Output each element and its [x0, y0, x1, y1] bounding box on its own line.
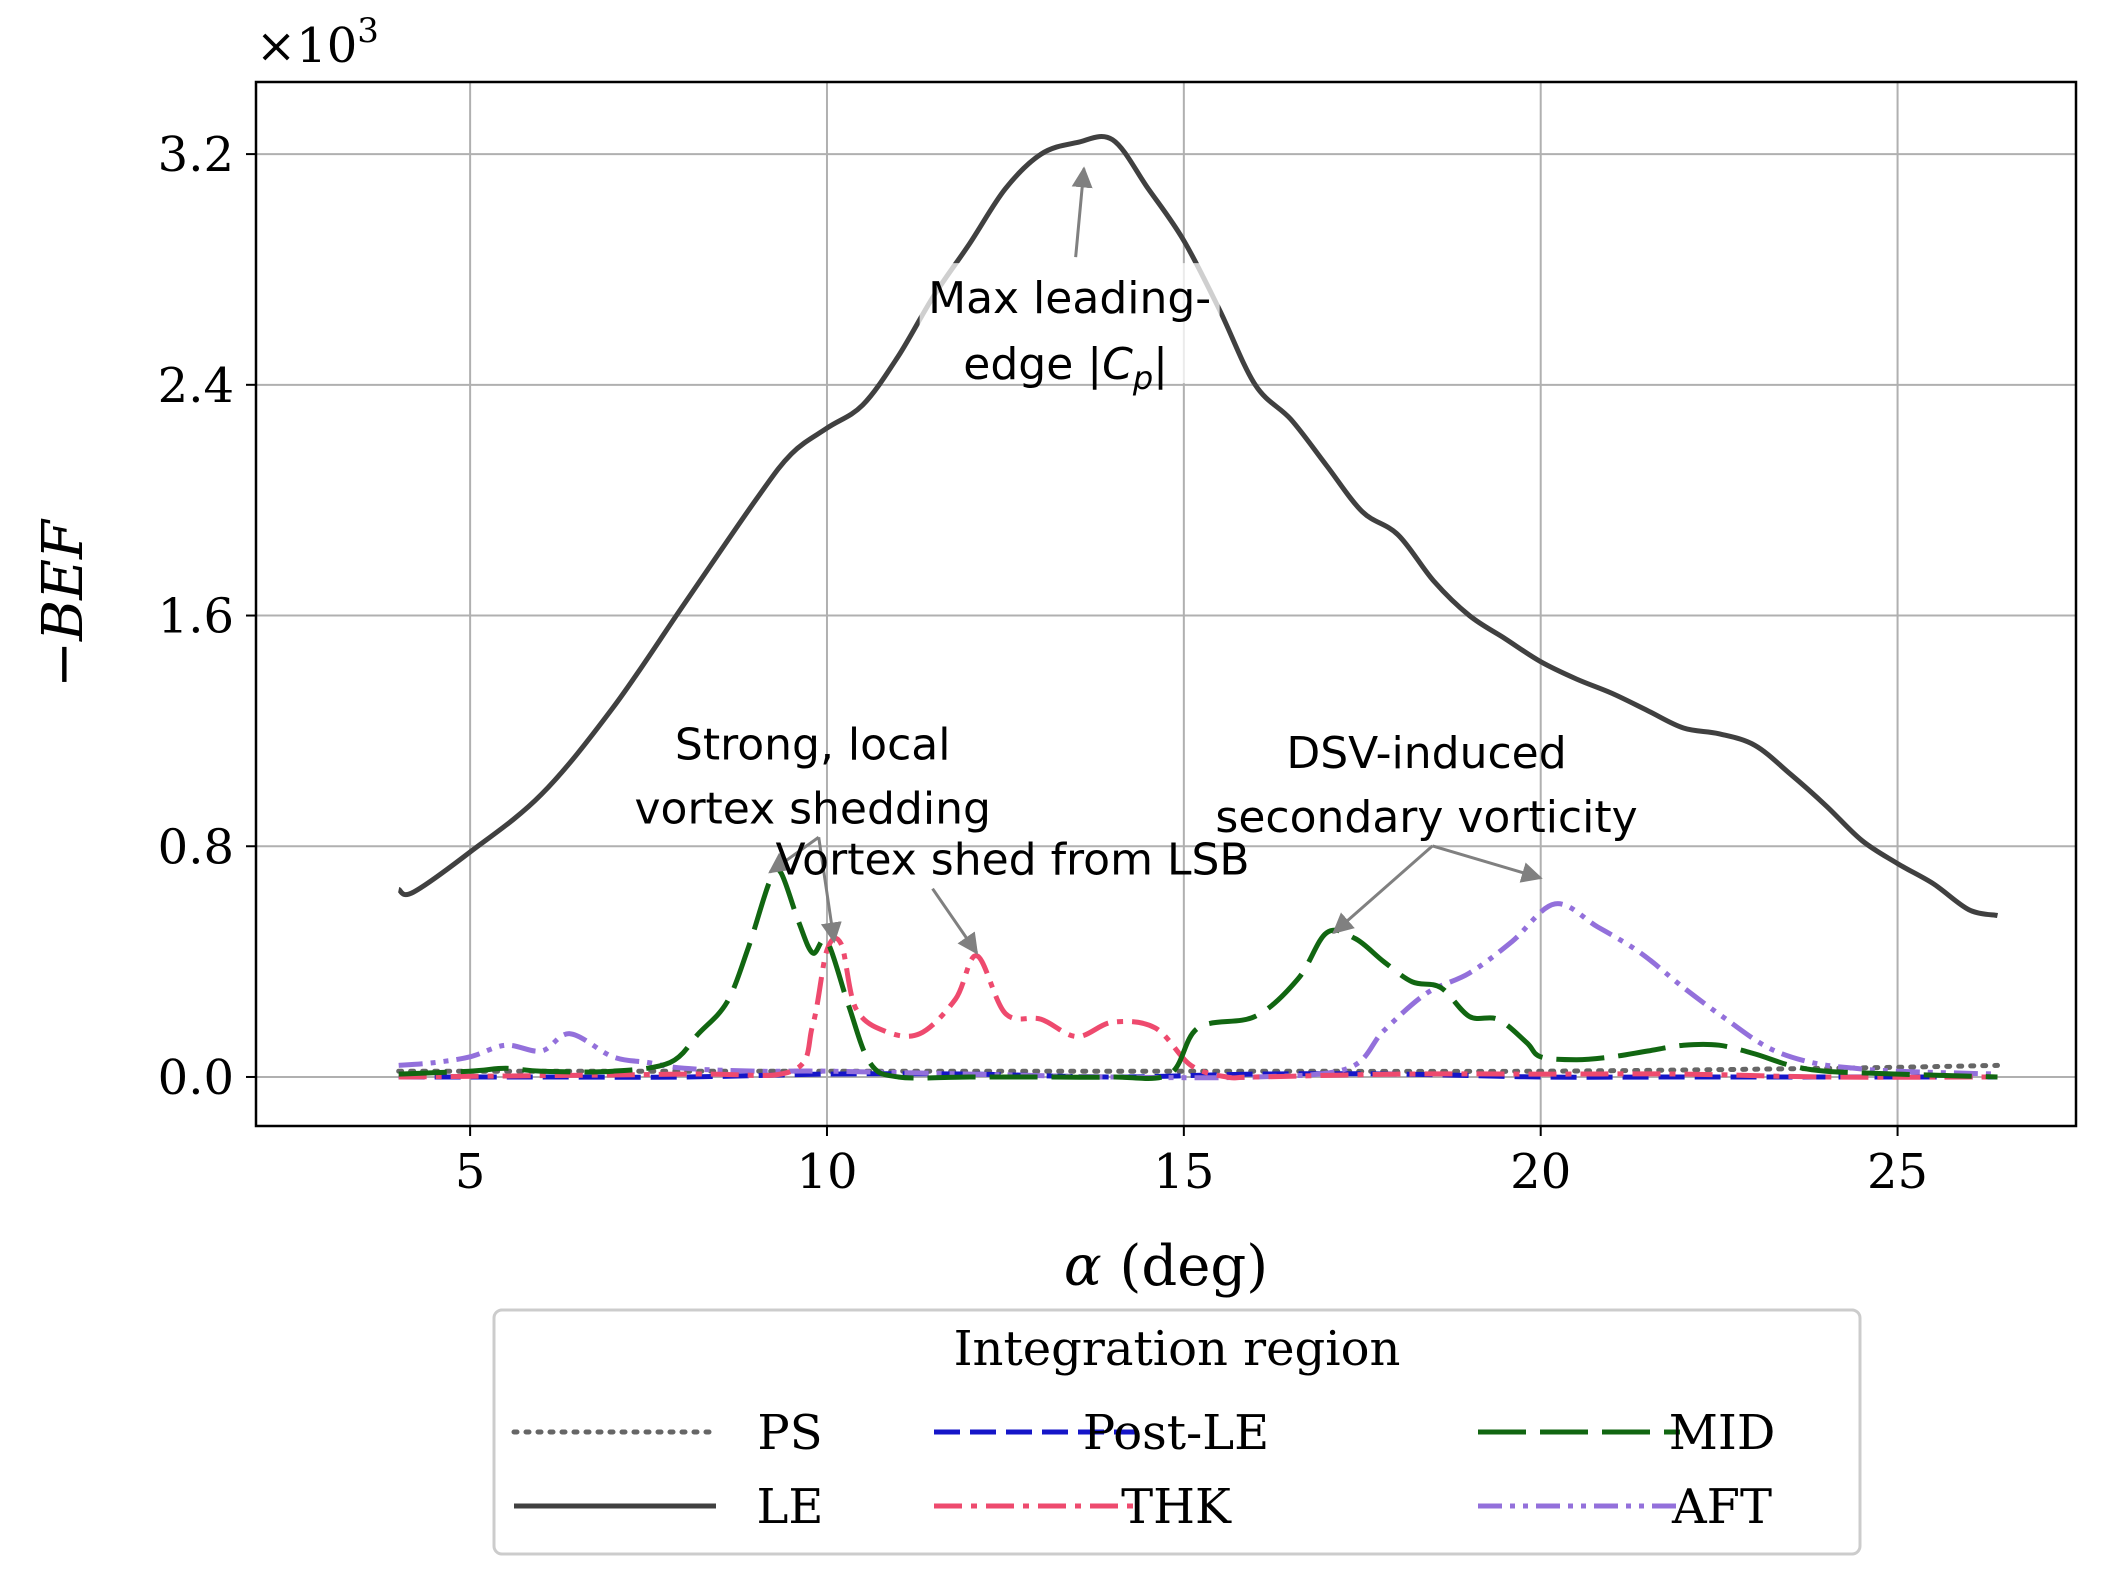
annotation-1: Strong, local vortex shedding	[635, 719, 991, 834]
annotation-text: edge |Cp|	[963, 339, 1168, 397]
annotation-text-part: p	[1132, 359, 1153, 397]
x-tick-label: 25	[1867, 1144, 1928, 1200]
annotation-text-part: C	[1102, 339, 1133, 390]
y-tick-label: 0.0	[158, 1050, 234, 1106]
annotation-arrow	[1071, 166, 1093, 258]
annotation-text: Max leading-	[928, 273, 1211, 324]
legend-label-le: LE	[757, 1479, 824, 1535]
y-tick-label: 1.6	[158, 589, 234, 645]
series-line-le	[397, 134, 1999, 918]
annotation-arrow	[768, 836, 820, 874]
y-tick-label: 0.8	[158, 819, 234, 875]
x-axis-label: α (deg)	[1064, 1234, 1268, 1299]
y-tick-label: 2.4	[158, 358, 234, 414]
y-multiplier: ×103	[256, 11, 379, 74]
legend-label-thk: THK	[1121, 1479, 1232, 1535]
series-line-aft	[398, 901, 1998, 1081]
y-axis-label: −BEF	[31, 518, 96, 688]
annotation-text: secondary vorticity	[1215, 792, 1637, 843]
annotations: Max leading-edge |Cp| Strong, local vortex…	[635, 166, 1638, 955]
legend-label-mid: MID	[1669, 1405, 1776, 1461]
grid	[256, 82, 2076, 1126]
x-tick-label: 10	[796, 1144, 857, 1200]
legend-label-ps: PS	[757, 1405, 822, 1461]
annotation-3: DSV-induced secondary vorticity	[1215, 728, 1637, 843]
annotation-0: Max leading-edge |Cp|	[919, 263, 1220, 397]
x-tick-label: 5	[455, 1144, 486, 1200]
series-line-thk	[398, 935, 1998, 1081]
y-tick-label: 3.2	[158, 127, 234, 183]
annotation-arrow	[817, 837, 842, 944]
legend-title: Integration region	[954, 1321, 1401, 1377]
x-tick-label: 15	[1153, 1144, 1214, 1200]
legend-label-post-le: Post-LE	[1083, 1405, 1269, 1461]
legend: Integration region PS LE Post-LE THK MID AFT	[492, 1308, 1862, 1556]
plot-frame	[254, 80, 2078, 1128]
annotation-arrow	[1432, 844, 1543, 883]
annotation-arrow	[931, 887, 979, 955]
annotation-text-part: edge |	[963, 339, 1102, 390]
legend-label-aft: AFT	[1671, 1479, 1772, 1535]
annotation-text: DSV-induced	[1286, 728, 1566, 779]
annotation-text-part: |	[1153, 339, 1168, 390]
annotation-text: Vortex shed from LSB	[776, 835, 1250, 886]
series-group	[396, 134, 2000, 1081]
series-line-mid	[398, 866, 1998, 1081]
annotation-text: vortex shedding	[635, 783, 991, 834]
ticks: 5 10 15 20 25 0.0 0.8 1.6 2.4 3.2	[158, 127, 1928, 1200]
annotation-arrow	[1332, 844, 1434, 935]
x-tick-label: 20	[1510, 1144, 1571, 1200]
legend-box	[492, 1308, 1862, 1556]
annotation-text: Strong, local	[675, 719, 951, 770]
annotation-backdrop	[919, 263, 1220, 384]
annotation-2: Vortex shed from LSB	[776, 835, 1250, 886]
series-line-ps	[396, 1062, 2000, 1074]
